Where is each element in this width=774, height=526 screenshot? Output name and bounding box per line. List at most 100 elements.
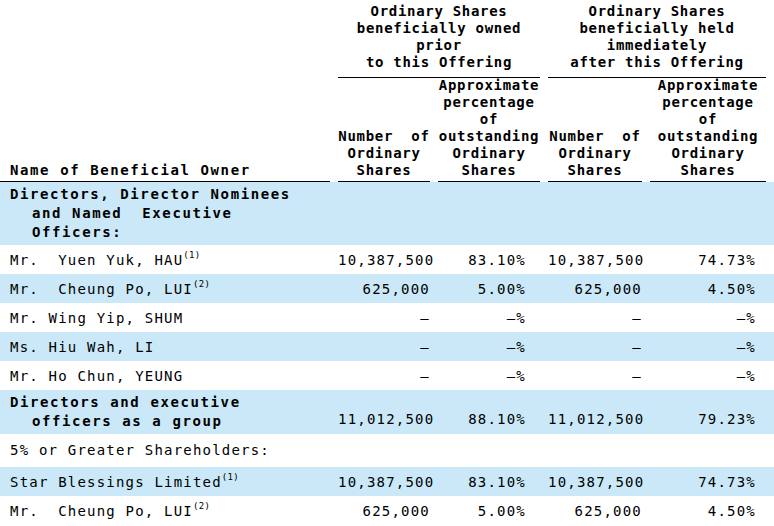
value-cell: 11,012,500 <box>338 411 430 431</box>
section-label-line: 5% or Greater Shareholders: <box>10 441 330 460</box>
footnote-marker: (2) <box>193 501 210 511</box>
subheader-line: Shares <box>438 162 540 179</box>
value-cell: 625,000 <box>548 503 642 519</box>
footnote-marker: (2) <box>193 279 210 289</box>
table-row: Ms. Hiu Wah, LI——%——% <box>0 332 774 361</box>
table-header: Ordinary Shares beneficially owned prior… <box>0 2 774 182</box>
table-row: Directors and executiveofficers as a gro… <box>0 390 774 434</box>
value-cell: 625,000 <box>338 503 430 519</box>
value-cell: 5.00% <box>438 503 540 519</box>
table-row: Directors, Director Nomineesand Named Ex… <box>0 182 774 245</box>
subheader-line: Approximate <box>438 77 540 94</box>
table-row: 5% or Greater Shareholders: <box>0 434 774 467</box>
owner-name-cell: Mr. Yuen Yuk, HAU(1) <box>0 251 330 268</box>
subheader-line: Approximate <box>650 77 766 94</box>
value-cell: 625,000 <box>548 281 642 297</box>
value-cell: 74.73% <box>650 252 766 268</box>
table-row: Mr. Yuen Yuk, HAU(1)10,387,50083.10%10,3… <box>0 245 774 274</box>
table-row: Mr. Ho Chun, YEUNG — —% — —% <box>0 361 774 390</box>
value-cell: 10,387,500 <box>548 474 642 490</box>
subheader-line: Shares <box>650 162 766 179</box>
value-cell: — <box>338 310 430 326</box>
group-header-after-offering: Ordinary Shares beneficially held immedi… <box>548 3 766 78</box>
value-cell: 10,387,500 <box>338 474 430 490</box>
owner-name-cell: Mr. Cheung Po, LUI(2) <box>0 280 330 297</box>
section-label-line: officers as a group <box>10 412 330 431</box>
owner-name: Mr. Wing Yip, SHUM <box>10 310 183 326</box>
subheader-percent-after: Approximate percentage of outstanding Or… <box>650 77 766 182</box>
table-row: Star Blessings Limited(1) 10,387,500 83.10… <box>0 467 774 496</box>
owner-name-cell: Star Blessings Limited(1) <box>0 473 330 490</box>
value-cell: 11,012,500 <box>548 411 642 431</box>
group-header-prior-offering: Ordinary Shares beneficially owned prior… <box>338 3 540 78</box>
owner-name: Ms. Hiu Wah, LI <box>10 339 154 355</box>
section-label-line: Officers: <box>10 223 330 242</box>
subheader-line: percentage <box>650 94 766 111</box>
value-cell: 83.10% <box>438 252 540 268</box>
value-cell: —% <box>650 339 766 355</box>
group-header-line: Ordinary Shares <box>548 3 766 20</box>
owner-name-cell: Ms. Hiu Wah, LI <box>0 339 330 355</box>
subheader-line: Ordinary <box>338 145 430 162</box>
subheader-number-shares-after: Number of Ordinary Shares <box>548 128 642 182</box>
beneficial-ownership-table: Ordinary Shares beneficially owned prior… <box>0 0 774 526</box>
value-cell: 88.10% <box>438 411 540 431</box>
value-cell: 74.73% <box>650 474 766 490</box>
value-cell: —% <box>438 368 540 384</box>
value-cell: — <box>548 339 642 355</box>
value-cell: 79.23% <box>650 411 766 431</box>
group-header-line: prior <box>338 37 540 54</box>
group-header-line: after this Offering <box>548 54 766 71</box>
subheader-line: of <box>650 111 766 128</box>
name-column-header: Name of Beneficial Owner <box>0 162 330 182</box>
subheader-line: outstanding <box>438 128 540 145</box>
subheader-percent-prior: Approximate percentage of outstanding Or… <box>438 77 540 182</box>
value-cell: — <box>548 310 642 326</box>
owner-name-cell: Mr. Wing Yip, SHUM <box>0 310 330 326</box>
group-header-line: beneficially held <box>548 20 766 37</box>
footnote-marker: (1) <box>222 472 239 482</box>
subheader-number-shares-prior: Number of Ordinary Shares <box>338 128 430 182</box>
value-cell: 4.50% <box>650 281 766 297</box>
section-label-cell: Directors and executiveofficers as a gro… <box>0 393 330 431</box>
owner-name: Mr. Ho Chun, YEUNG <box>10 368 183 384</box>
subheader-line: Number of <box>548 128 642 145</box>
value-cell: 83.10% <box>438 474 540 490</box>
value-cell: — <box>338 368 430 384</box>
value-cell: — <box>548 368 642 384</box>
group-header-line: Ordinary Shares <box>338 3 540 20</box>
group-header-line: to this Offering <box>338 54 540 71</box>
owner-name: Star Blessings Limited <box>10 474 222 490</box>
section-label-cell: 5% or Greater Shareholders: <box>0 441 330 460</box>
owner-name-cell: Mr. Cheung Po, LUI(2) <box>0 502 330 519</box>
owner-name: Mr. Cheung Po, LUI <box>10 281 193 297</box>
value-cell: 625,000 <box>338 281 430 297</box>
footnote-marker: (1) <box>183 250 200 260</box>
table-row: Mr. Cheung Po, LUI(2) 625,000 5.00% 625,000… <box>0 274 774 303</box>
subheader-line: Ordinary <box>438 145 540 162</box>
subheader-line: outstanding <box>650 128 766 145</box>
subheader-line: Ordinary <box>548 145 642 162</box>
subheader-line: Ordinary <box>650 145 766 162</box>
table-body: Directors, Director Nomineesand Named Ex… <box>0 182 774 525</box>
section-label-cell: Directors, Director Nomineesand Named Ex… <box>0 185 330 242</box>
table-row: Mr. Wing Yip, SHUM — —% — —% <box>0 303 774 332</box>
value-cell: —% <box>650 310 766 326</box>
value-cell: 4.50% <box>650 503 766 519</box>
section-label-line: and Named Executive <box>10 204 330 223</box>
section-label-line: Directors and executive <box>10 393 330 412</box>
subheader-line: Number of <box>338 128 430 145</box>
value-cell: 5.00% <box>438 281 540 297</box>
value-cell: —% <box>438 310 540 326</box>
subheader-line: percentage <box>438 94 540 111</box>
group-header-line: beneficially owned <box>338 20 540 37</box>
subheader-line: of <box>438 111 540 128</box>
group-header-line: immediately <box>548 37 766 54</box>
value-cell: —% <box>650 368 766 384</box>
section-label-line: Directors, Director Nominees <box>10 185 330 204</box>
subheader-line: Shares <box>548 162 642 179</box>
table-row: Mr. Cheung Po, LUI(2) 625,000 5.00% 625,000… <box>0 496 774 525</box>
subheader-line: Shares <box>338 162 430 179</box>
owner-name: Mr. Yuen Yuk, HAU <box>10 252 183 268</box>
owner-name: Mr. Cheung Po, LUI <box>10 503 193 519</box>
